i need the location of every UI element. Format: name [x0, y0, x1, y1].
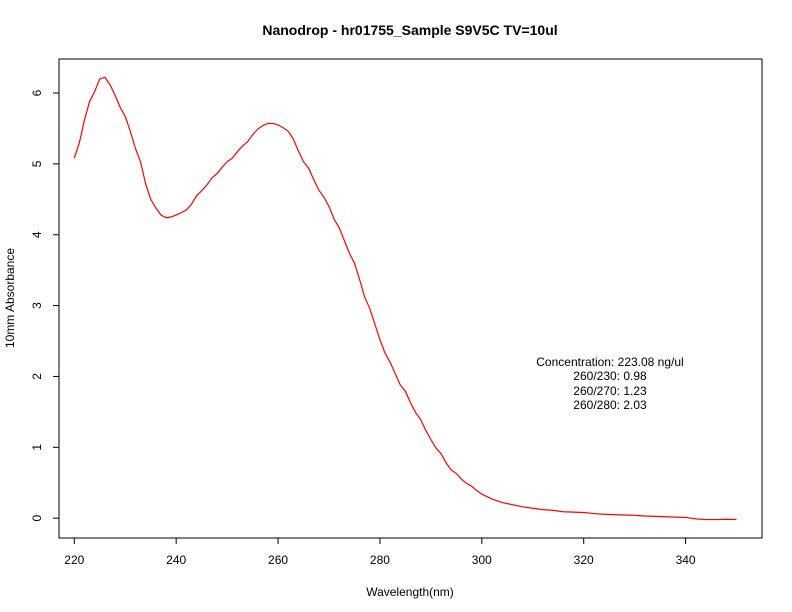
x-tick-label: 220 — [64, 553, 84, 567]
y-tick-label: 2 — [30, 373, 44, 380]
chart-title: Nanodrop - hr01755_Sample S9V5C TV=10ul — [262, 22, 557, 38]
x-axis: 220 240 260 280 300 320 340 — [64, 538, 696, 567]
x-tick-label: 320 — [574, 553, 594, 567]
y-axis-label: 10mm Absorbance — [3, 248, 17, 348]
y-tick-label: 4 — [30, 231, 44, 238]
x-tick-label: 260 — [268, 553, 288, 567]
x-tick-label: 340 — [676, 553, 696, 567]
x-tick-label: 240 — [166, 553, 186, 567]
y-axis: 0 1 2 3 4 5 6 — [30, 89, 59, 522]
annotation-ratio-260-270: 260/270: 1.23 — [573, 384, 647, 398]
annotation-ratio-260-230: 260/230: 0.98 — [573, 369, 647, 383]
y-tick-label: 3 — [30, 302, 44, 309]
y-tick-label: 1 — [30, 444, 44, 451]
absorbance-series-line — [73, 76, 737, 521]
x-tick-label: 280 — [370, 553, 390, 567]
y-tick-label: 6 — [30, 89, 44, 96]
y-tick-label: 5 — [30, 160, 44, 167]
annotation-concentration: Concentration: 223.08 ng/ul — [536, 355, 683, 369]
x-tick-label: 300 — [472, 553, 492, 567]
plot-frame — [58, 58, 763, 539]
annotation-block: Concentration: 223.08 ng/ul 260/230: 0.9… — [536, 355, 683, 412]
y-tick-label: 0 — [30, 515, 44, 522]
x-axis-label: Wavelength(nm) — [366, 585, 454, 599]
annotation-ratio-260-280: 260/280: 2.03 — [573, 398, 647, 412]
